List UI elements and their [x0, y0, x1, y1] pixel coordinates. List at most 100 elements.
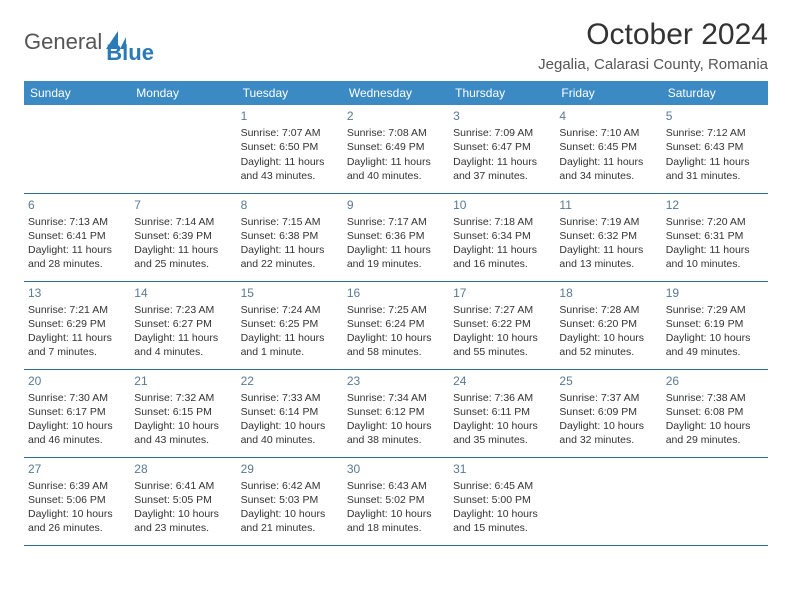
sunset-line: Sunset: 6:41 PM [28, 229, 126, 243]
calendar-day-cell: 2Sunrise: 7:08 AMSunset: 6:49 PMDaylight… [343, 105, 449, 193]
day-number: 26 [666, 373, 764, 389]
sunrise-line: Sunrise: 6:41 AM [134, 479, 232, 493]
sunrise-line: Sunrise: 7:23 AM [134, 303, 232, 317]
calendar-day-cell: 20Sunrise: 7:30 AMSunset: 6:17 PMDayligh… [24, 369, 130, 457]
daylight-line: Daylight: 11 hours and 13 minutes. [559, 243, 657, 271]
sunset-line: Sunset: 6:20 PM [559, 317, 657, 331]
dayname-header: Tuesday [237, 81, 343, 105]
sunrise-line: Sunrise: 7:15 AM [241, 215, 339, 229]
sunrise-line: Sunrise: 7:17 AM [347, 215, 445, 229]
daylight-line: Daylight: 11 hours and 19 minutes. [347, 243, 445, 271]
sunset-line: Sunset: 6:14 PM [241, 405, 339, 419]
sunrise-line: Sunrise: 7:19 AM [559, 215, 657, 229]
sunrise-line: Sunrise: 7:38 AM [666, 391, 764, 405]
calendar-day-cell: 19Sunrise: 7:29 AMSunset: 6:19 PMDayligh… [662, 281, 768, 369]
calendar-day-cell: 1Sunrise: 7:07 AMSunset: 6:50 PMDaylight… [237, 105, 343, 193]
day-number: 20 [28, 373, 126, 389]
calendar-table: SundayMondayTuesdayWednesdayThursdayFrid… [24, 81, 768, 546]
sunrise-line: Sunrise: 7:13 AM [28, 215, 126, 229]
sunrise-line: Sunrise: 7:36 AM [453, 391, 551, 405]
day-number: 19 [666, 285, 764, 301]
day-number: 27 [28, 461, 126, 477]
sunset-line: Sunset: 6:38 PM [241, 229, 339, 243]
calendar-day-cell: 12Sunrise: 7:20 AMSunset: 6:31 PMDayligh… [662, 193, 768, 281]
day-number: 28 [134, 461, 232, 477]
calendar-head: SundayMondayTuesdayWednesdayThursdayFrid… [24, 81, 768, 105]
calendar-day-cell: 26Sunrise: 7:38 AMSunset: 6:08 PMDayligh… [662, 369, 768, 457]
sunset-line: Sunset: 6:50 PM [241, 140, 339, 154]
sunrise-line: Sunrise: 7:07 AM [241, 126, 339, 140]
calendar-day-cell: 6 Sunrise: 7:13 AMSunset: 6:41 PMDaylight… [24, 193, 130, 281]
sunset-line: Sunset: 6:32 PM [559, 229, 657, 243]
daylight-line: Daylight: 11 hours and 22 minutes. [241, 243, 339, 271]
daylight-line: Daylight: 11 hours and 25 minutes. [134, 243, 232, 271]
calendar-day-cell [130, 105, 236, 193]
brand-text-blue: Blue [106, 40, 154, 65]
calendar-day-cell: 25Sunrise: 7:37 AMSunset: 6:09 PMDayligh… [555, 369, 661, 457]
daylight-line: Daylight: 10 hours and 52 minutes. [559, 331, 657, 359]
sunrise-line: Sunrise: 7:37 AM [559, 391, 657, 405]
calendar-day-cell [24, 105, 130, 193]
daylight-line: Daylight: 10 hours and 23 minutes. [134, 507, 232, 535]
daylight-line: Daylight: 10 hours and 18 minutes. [347, 507, 445, 535]
calendar-week-row: 6Sunrise: 7:13 AMSunset: 6:41 PMDaylight… [24, 193, 768, 281]
sunset-line: Sunset: 6:15 PM [134, 405, 232, 419]
dayname-header: Thursday [449, 81, 555, 105]
daylight-line: Daylight: 11 hours and 34 minutes. [559, 155, 657, 183]
calendar-day-cell: 29Sunrise: 6:42 AMSunset: 5:03 PMDayligh… [237, 457, 343, 545]
dayname-header: Sunday [24, 81, 130, 105]
dayname-header: Saturday [662, 81, 768, 105]
sunset-line: Sunset: 6:39 PM [134, 229, 232, 243]
sunset-line: Sunset: 5:05 PM [134, 493, 232, 507]
calendar-day-cell: 30Sunrise: 6:43 AMSunset: 5:02 PMDayligh… [343, 457, 449, 545]
day-number: 2 [347, 108, 445, 124]
sunset-line: Sunset: 6:49 PM [347, 140, 445, 154]
calendar-day-cell: 15Sunrise: 7:24 AMSunset: 6:25 PMDayligh… [237, 281, 343, 369]
day-number: 5 [666, 108, 764, 124]
sunset-line: Sunset: 6:12 PM [347, 405, 445, 419]
sunset-line: Sunset: 5:03 PM [241, 493, 339, 507]
month-title: October 2024 [538, 18, 768, 52]
calendar-day-cell: 16Sunrise: 7:25 AMSunset: 6:24 PMDayligh… [343, 281, 449, 369]
calendar-day-cell [555, 457, 661, 545]
calendar-week-row: 13Sunrise: 7:21 AMSunset: 6:29 PMDayligh… [24, 281, 768, 369]
sunrise-line: Sunrise: 7:25 AM [347, 303, 445, 317]
day-number: 16 [347, 285, 445, 301]
calendar-week-row: 27Sunrise: 6:39 AMSunset: 5:06 PMDayligh… [24, 457, 768, 545]
day-number: 11 [559, 197, 657, 213]
day-number: 25 [559, 373, 657, 389]
day-number: 17 [453, 285, 551, 301]
day-number: 29 [241, 461, 339, 477]
calendar-day-cell: 14Sunrise: 7:23 AMSunset: 6:27 PMDayligh… [130, 281, 236, 369]
sunset-line: Sunset: 6:09 PM [559, 405, 657, 419]
calendar-week-row: 20Sunrise: 7:30 AMSunset: 6:17 PMDayligh… [24, 369, 768, 457]
sunset-line: Sunset: 6:29 PM [28, 317, 126, 331]
day-number: 12 [666, 197, 764, 213]
sunset-line: Sunset: 6:24 PM [347, 317, 445, 331]
day-number: 8 [241, 197, 339, 213]
sunrise-line: Sunrise: 7:18 AM [453, 215, 551, 229]
day-number: 23 [347, 373, 445, 389]
daylight-line: Daylight: 11 hours and 37 minutes. [453, 155, 551, 183]
sunrise-line: Sunrise: 6:45 AM [453, 479, 551, 493]
day-number: 30 [347, 461, 445, 477]
sunset-line: Sunset: 5:02 PM [347, 493, 445, 507]
sunset-line: Sunset: 5:00 PM [453, 493, 551, 507]
day-number: 4 [559, 108, 657, 124]
sunrise-line: Sunrise: 7:34 AM [347, 391, 445, 405]
day-number: 10 [453, 197, 551, 213]
day-number: 6 [28, 197, 126, 213]
day-number: 3 [453, 108, 551, 124]
daylight-line: Daylight: 11 hours and 28 minutes. [28, 243, 126, 271]
calendar-day-cell: 17Sunrise: 7:27 AMSunset: 6:22 PMDayligh… [449, 281, 555, 369]
calendar-body: 1Sunrise: 7:07 AMSunset: 6:50 PMDaylight… [24, 105, 768, 545]
sunset-line: Sunset: 6:22 PM [453, 317, 551, 331]
sunset-line: Sunset: 6:31 PM [666, 229, 764, 243]
calendar-day-cell: 27Sunrise: 6:39 AMSunset: 5:06 PMDayligh… [24, 457, 130, 545]
calendar-day-cell: 13Sunrise: 7:21 AMSunset: 6:29 PMDayligh… [24, 281, 130, 369]
dayname-header: Friday [555, 81, 661, 105]
day-number: 9 [347, 197, 445, 213]
day-number: 31 [453, 461, 551, 477]
daylight-line: Daylight: 11 hours and 10 minutes. [666, 243, 764, 271]
sunrise-line: Sunrise: 7:28 AM [559, 303, 657, 317]
